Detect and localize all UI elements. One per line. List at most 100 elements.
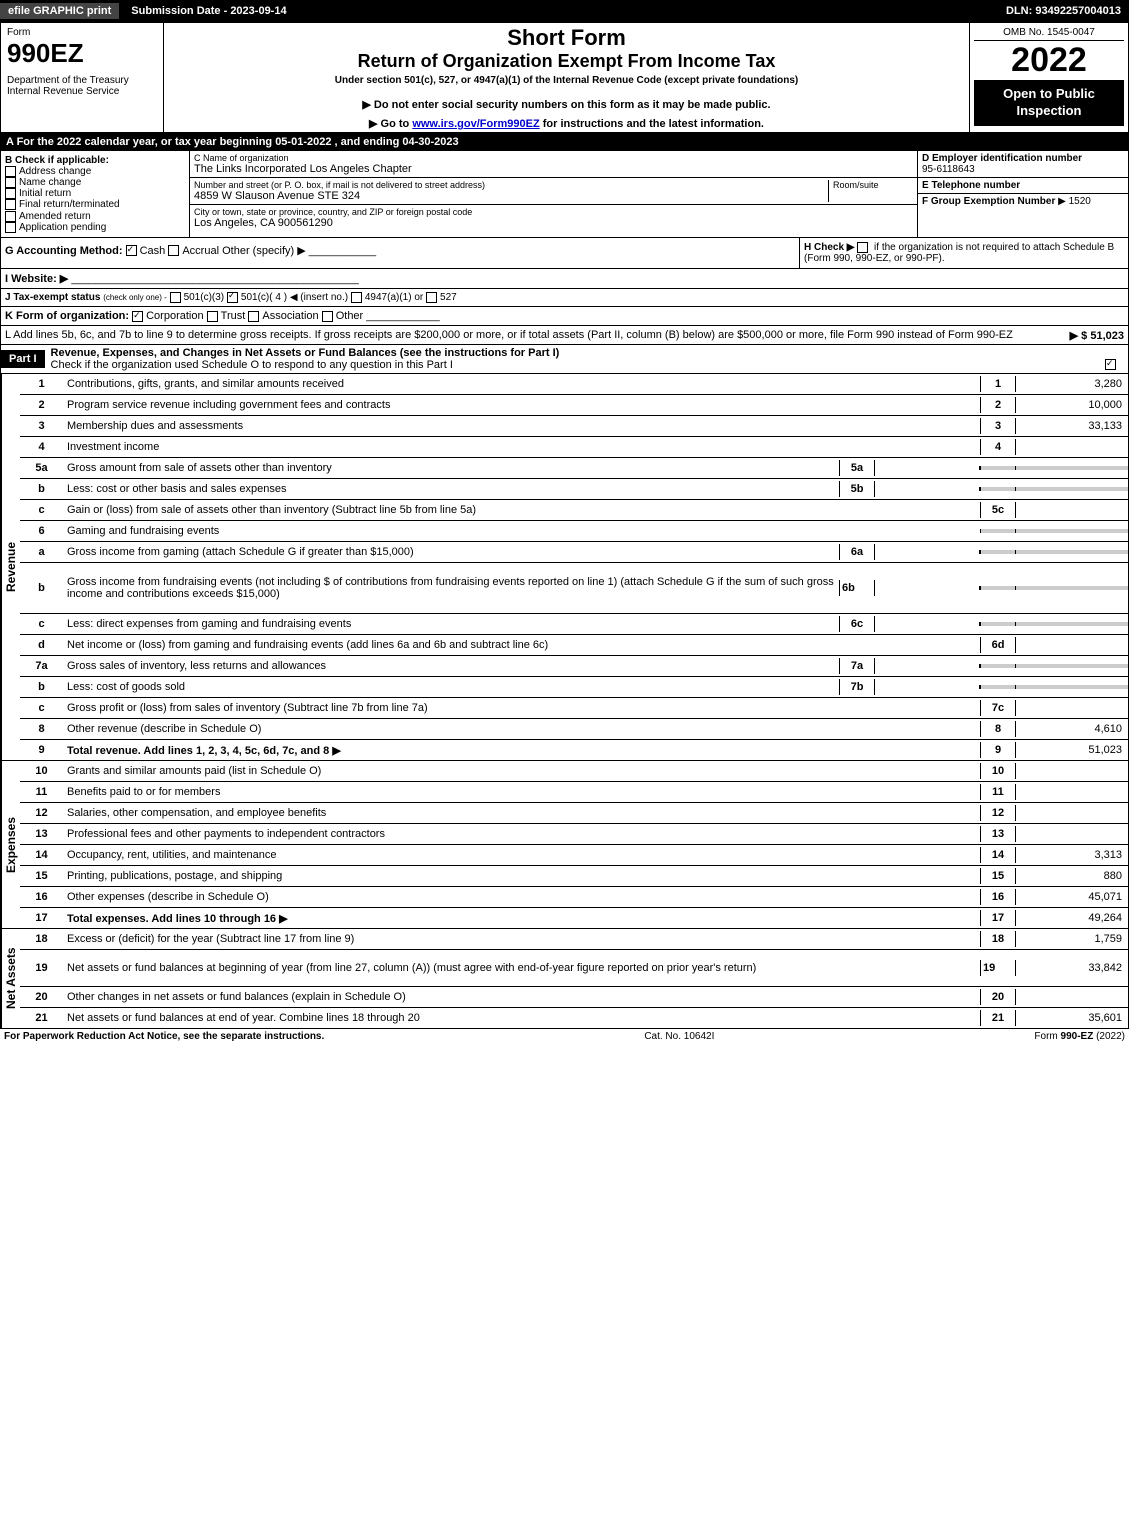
group-exemption: ▶ 1520 bbox=[1058, 196, 1091, 207]
under-section: Under section 501(c), 527, or 4947(a)(1)… bbox=[168, 75, 965, 86]
check-address-change[interactable] bbox=[5, 166, 16, 177]
section-b-checks: B Check if applicable: Address change Na… bbox=[1, 151, 190, 237]
form-label: Form bbox=[7, 27, 157, 38]
check-association[interactable] bbox=[248, 311, 259, 322]
line2-value: 10,000 bbox=[1016, 397, 1128, 413]
line14-value: 3,313 bbox=[1016, 847, 1128, 863]
g-label: G Accounting Method: bbox=[5, 245, 123, 257]
org-name: The Links Incorporated Los Angeles Chapt… bbox=[194, 163, 913, 175]
section-a-bar: A For the 2022 calendar year, or tax yea… bbox=[0, 133, 1129, 151]
check-cash[interactable] bbox=[126, 245, 137, 256]
section-j-row: J Tax-exempt status (check only one) - 5… bbox=[0, 289, 1129, 307]
check-schedule-b[interactable] bbox=[857, 242, 868, 253]
check-4947[interactable] bbox=[351, 292, 362, 303]
ssn-warning: ▶ Do not enter social security numbers o… bbox=[168, 98, 965, 111]
form-ref: Form 990-EZ (2022) bbox=[1034, 1031, 1125, 1042]
city-state-zip: Los Angeles, CA 900561290 bbox=[194, 217, 913, 229]
gross-receipts: ▶ $ 51,023 bbox=[1070, 329, 1124, 342]
line20-value bbox=[1016, 995, 1128, 999]
efile-print-label[interactable]: efile GRAPHIC print bbox=[0, 3, 119, 19]
check-501c3[interactable] bbox=[170, 292, 181, 303]
section-k-row: K Form of organization: Corporation Trus… bbox=[0, 307, 1129, 326]
check-trust[interactable] bbox=[207, 311, 218, 322]
line1-value: 3,280 bbox=[1016, 376, 1128, 392]
line5c-value bbox=[1016, 508, 1128, 512]
room-suite-label: Room/suite bbox=[828, 180, 913, 202]
line8-value: 4,610 bbox=[1016, 721, 1128, 737]
check-schedule-o[interactable] bbox=[1105, 359, 1116, 370]
footer-row: For Paperwork Reduction Act Notice, see … bbox=[0, 1029, 1129, 1044]
expenses-section: Expenses 10Grants and similar amounts pa… bbox=[0, 761, 1129, 929]
irs-link[interactable]: www.irs.gov/Form990EZ bbox=[412, 118, 539, 130]
section-i-row: I Website: ▶ ___________________________… bbox=[0, 269, 1129, 289]
c-label: C Name of organization bbox=[194, 153, 913, 163]
check-other-org[interactable] bbox=[322, 311, 333, 322]
section-d-e-f: D Employer identification number 95-6118… bbox=[917, 151, 1128, 237]
topbar: efile GRAPHIC print Submission Date - 20… bbox=[0, 0, 1129, 22]
check-name-change[interactable] bbox=[5, 177, 16, 188]
short-form-title: Short Form bbox=[168, 25, 965, 51]
goto-link: ▶ Go to www.irs.gov/Form990EZ for instru… bbox=[168, 117, 965, 130]
i-label: I Website: ▶ bbox=[5, 273, 68, 285]
street-address: 4859 W Slauson Avenue STE 324 bbox=[194, 190, 828, 202]
check-initial-return[interactable] bbox=[5, 188, 16, 199]
dln-number: DLN: 93492257004013 bbox=[998, 3, 1129, 19]
form-subtitle: Return of Organization Exempt From Incom… bbox=[168, 51, 965, 72]
catalog-number: Cat. No. 10642I bbox=[644, 1031, 714, 1042]
form-id-block: Form 990EZ Department of the Treasury In… bbox=[1, 23, 164, 132]
line19-value: 33,842 bbox=[1016, 960, 1128, 976]
submission-date: Submission Date - 2023-09-14 bbox=[119, 3, 298, 19]
line12-value bbox=[1016, 811, 1128, 815]
netassets-section: Net Assets 18Excess or (deficit) for the… bbox=[0, 929, 1129, 1029]
revenue-section: Revenue 1Contributions, gifts, grants, a… bbox=[0, 374, 1129, 761]
line3-value: 33,133 bbox=[1016, 418, 1128, 434]
city-label: City or town, state or province, country… bbox=[194, 207, 913, 217]
line13-value bbox=[1016, 832, 1128, 836]
inspection-box: Open to Public Inspection bbox=[974, 80, 1124, 126]
section-l-row: L Add lines 5b, 6c, and 7b to line 9 to … bbox=[0, 326, 1129, 345]
line4-value bbox=[1016, 445, 1128, 449]
d-label: D Employer identification number bbox=[922, 153, 1124, 164]
check-final-return[interactable] bbox=[5, 199, 16, 210]
section-b-block: B Check if applicable: Address change Na… bbox=[0, 151, 1129, 238]
check-corporation[interactable] bbox=[132, 311, 143, 322]
dept-treasury: Department of the Treasury Internal Reve… bbox=[7, 75, 157, 97]
check-accrual[interactable] bbox=[168, 245, 179, 256]
line21-value: 35,601 bbox=[1016, 1010, 1128, 1026]
line9-value: 51,023 bbox=[1016, 742, 1128, 758]
year-block: OMB No. 1545-0047 2022 Open to Public In… bbox=[969, 23, 1128, 132]
check-501c[interactable] bbox=[227, 292, 238, 303]
section-h: H Check ▶ if the organization is not req… bbox=[799, 238, 1128, 268]
tax-year: 2022 bbox=[974, 41, 1124, 80]
form-title-block: Short Form Return of Organization Exempt… bbox=[164, 23, 969, 132]
part1-label: Part I bbox=[1, 350, 45, 368]
line18-value: 1,759 bbox=[1016, 931, 1128, 947]
netassets-vertical-label: Net Assets bbox=[1, 929, 20, 1028]
part1-title: Revenue, Expenses, and Changes in Net As… bbox=[51, 347, 560, 359]
line15-value: 880 bbox=[1016, 868, 1128, 884]
line6d-value bbox=[1016, 643, 1128, 647]
line17-value: 49,264 bbox=[1016, 910, 1128, 926]
ein: 95-6118643 bbox=[922, 164, 1124, 175]
check-amended-return[interactable] bbox=[5, 211, 16, 222]
check-application-pending[interactable] bbox=[5, 222, 16, 233]
line10-value bbox=[1016, 769, 1128, 773]
f-label: F Group Exemption Number bbox=[922, 196, 1055, 207]
section-g-h-row: G Accounting Method: Cash Accrual Other … bbox=[0, 238, 1129, 269]
omb-number: OMB No. 1545-0047 bbox=[974, 27, 1124, 41]
line7c-value bbox=[1016, 706, 1128, 710]
part1-header-row: Part I Revenue, Expenses, and Changes in… bbox=[0, 345, 1129, 374]
line11-value bbox=[1016, 790, 1128, 794]
section-b-label: B Check if applicable: bbox=[5, 155, 185, 166]
check-527[interactable] bbox=[426, 292, 437, 303]
expenses-vertical-label: Expenses bbox=[1, 761, 20, 928]
revenue-vertical-label: Revenue bbox=[1, 374, 20, 760]
form-header: Form 990EZ Department of the Treasury In… bbox=[0, 22, 1129, 133]
section-c-block: C Name of organization The Links Incorpo… bbox=[190, 151, 917, 237]
e-label: E Telephone number bbox=[922, 180, 1124, 191]
section-g: G Accounting Method: Cash Accrual Other … bbox=[1, 238, 799, 268]
line16-value: 45,071 bbox=[1016, 889, 1128, 905]
paperwork-notice: For Paperwork Reduction Act Notice, see … bbox=[4, 1031, 324, 1042]
addr-label: Number and street (or P. O. box, if mail… bbox=[194, 180, 828, 190]
form-number: 990EZ bbox=[7, 38, 157, 69]
